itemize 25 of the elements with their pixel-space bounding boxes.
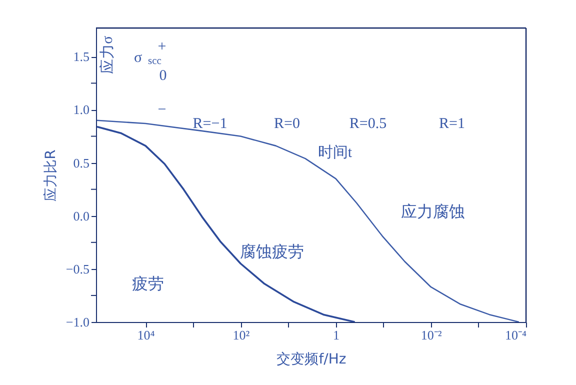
x-tick-label: 10⁴ — [137, 328, 156, 342]
y-axis-title: 应力比R — [42, 149, 59, 202]
x-axis-title: 交变频f/Hz — [276, 352, 346, 368]
annotation: 腐蚀疲劳 — [240, 243, 304, 261]
x-tick-label: 10⁻⁴ — [504, 328, 527, 342]
annotation: 应力σ — [99, 36, 116, 74]
y-tick-label: −0.5 — [66, 261, 90, 276]
y-tick-label: 0.0 — [73, 208, 90, 224]
annotation: R=0.5 — [349, 116, 387, 132]
annotation: R=0 — [274, 116, 300, 132]
x-tick-label: 10² — [232, 328, 250, 342]
y-tick-label: −1.0 — [66, 314, 90, 330]
annotation: − — [158, 102, 166, 118]
annotation: 时间t — [318, 144, 353, 161]
annotation: 疲劳 — [132, 275, 164, 293]
y-tick-label: 0.5 — [73, 155, 90, 170]
y-tick-label: 1.5 — [73, 49, 90, 64]
annotation: + — [158, 39, 166, 55]
annotation: 应力腐蚀 — [401, 203, 465, 221]
x-tick-label: 10⁻² — [420, 328, 442, 342]
x-tick-label: 1 — [333, 328, 340, 342]
annotation: 0 — [159, 68, 167, 84]
annotation: R=1 — [439, 116, 465, 132]
y-tick-label: 1.0 — [73, 102, 90, 118]
annotation: R=−1 — [192, 116, 228, 132]
